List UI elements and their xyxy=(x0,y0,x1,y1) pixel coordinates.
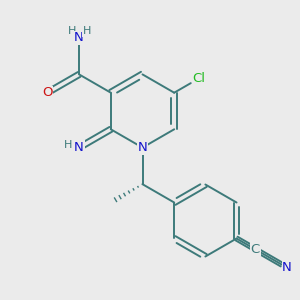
Text: H: H xyxy=(82,26,91,36)
Text: O: O xyxy=(42,86,53,99)
Text: C: C xyxy=(250,243,260,256)
Text: N: N xyxy=(74,141,84,154)
Text: H: H xyxy=(68,26,76,36)
Text: Cl: Cl xyxy=(192,72,206,85)
Text: H: H xyxy=(64,140,72,150)
Text: N: N xyxy=(138,141,147,154)
Text: N: N xyxy=(74,31,84,44)
Text: N: N xyxy=(282,261,292,274)
